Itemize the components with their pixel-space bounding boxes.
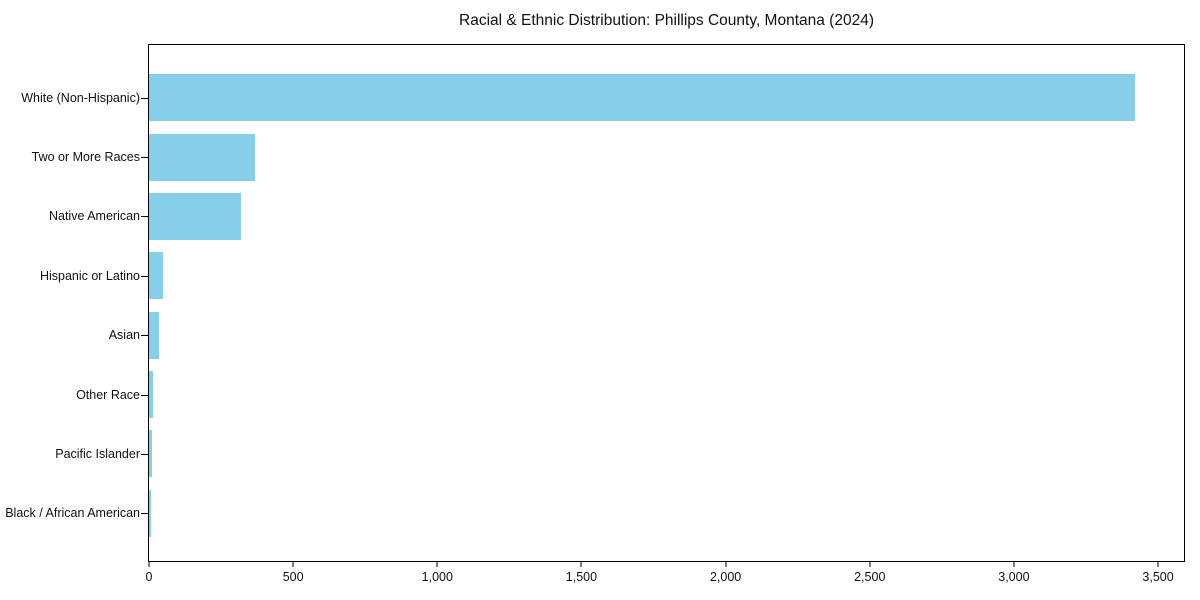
category-label: White (Non-Hispanic): [21, 90, 140, 105]
x-tick-label: 3,000: [998, 570, 1030, 584]
y-tick-mark: [141, 394, 148, 396]
y-tick-mark: [141, 453, 148, 455]
x-tick-mark: [869, 561, 871, 567]
bar: [149, 192, 241, 240]
x-tick-mark: [436, 561, 438, 567]
bar-row: Other Race: [76, 365, 1184, 424]
category-label: Asian: [108, 328, 140, 343]
y-tick-mark: [141, 513, 148, 515]
bar-row: Black / African American: [5, 484, 1184, 543]
y-tick-mark: [141, 335, 148, 337]
y-tick-mark: [141, 216, 148, 218]
bar-row: Asian: [109, 306, 1184, 365]
bar-row: Hispanic or Latino: [40, 246, 1184, 305]
bar: [149, 311, 160, 359]
x-tick-mark: [1157, 561, 1159, 567]
x-tick-mark: [580, 561, 582, 567]
bars-container: White (Non-Hispanic) Two or More Races Nat…: [5, 45, 1184, 561]
category-label: Pacific Islander: [55, 446, 140, 461]
category-label: Native American: [48, 209, 140, 224]
y-tick-mark: [141, 275, 148, 277]
bar: [149, 133, 256, 181]
x-tick-label: 1,500: [565, 570, 598, 584]
category-label: Hispanic or Latino: [39, 268, 140, 283]
bar: [149, 430, 153, 478]
bar-row: Native American: [49, 187, 1184, 246]
x-tick-label: 0: [145, 570, 153, 584]
x-tick-label: 500: [282, 570, 304, 584]
y-tick-mark: [141, 157, 148, 159]
x-tick-label: 2,000: [709, 570, 742, 584]
category-label: Two or More Races: [31, 150, 140, 165]
plot-area: White (Non-Hispanic) Two or More Races Nat…: [5, 44, 1185, 584]
x-tick-mark: [148, 561, 150, 567]
y-tick-mark: [141, 97, 148, 99]
category-label: Black / African American: [5, 506, 140, 521]
x-tick-label: 2,500: [854, 570, 886, 584]
bar: [149, 371, 154, 419]
bar-row: Two or More Races: [32, 127, 1184, 186]
x-tick-mark: [1013, 561, 1015, 567]
x-tick-label: 1,000: [421, 570, 453, 584]
bar-row: White (Non-Hispanic): [21, 68, 1184, 127]
bar-row: Pacific Islander: [55, 424, 1184, 483]
bar: [149, 252, 164, 300]
bar: [149, 74, 1135, 122]
bar: [149, 489, 152, 537]
x-tick-mark: [725, 561, 727, 567]
chart-title: Racial & Ethnic Distribution: Phillips C…: [459, 12, 874, 29]
x-tick-label: 3,500: [1142, 570, 1174, 584]
category-label: Other Race: [76, 387, 140, 402]
x-tick-mark: [292, 561, 294, 567]
